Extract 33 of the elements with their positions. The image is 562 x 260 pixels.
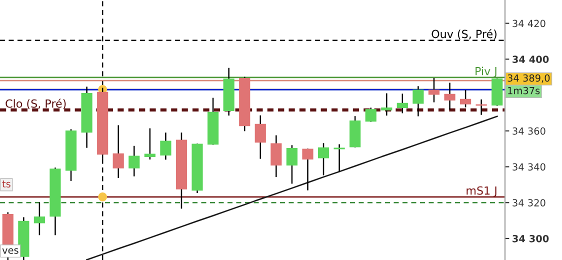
candlestick [334,144,345,172]
candlestick [254,115,266,159]
candlestick [34,202,45,236]
candlestick [112,125,124,178]
candlestick [302,148,314,190]
y-tick-label: 34 420 [512,20,546,28]
y-tick-label: 34 300 [512,234,549,242]
candlestick [396,94,408,114]
candlestick [428,78,440,102]
annotation: ts [2,180,10,188]
annotation: ves [2,248,18,254]
candlestick [412,86,424,116]
candlestick [381,93,392,116]
candlestick [460,90,472,108]
y-tick-label: 34 320 [512,199,546,206]
y-tick-label: 34 340 [512,163,546,171]
y-tick-label: 34 360 [512,127,546,135]
text: 34 389,0 [508,74,550,83]
candlestick [144,128,156,160]
ref-line-label: mS1 J [466,186,496,197]
ref-line-label: Piv J [476,66,496,78]
y-tick-label: 34 400 [512,56,549,64]
candlestick [318,143,330,176]
ref-line-label: Ouv (S, Pré) [432,29,496,40]
text: 1m37s [508,86,540,94]
candlestick [160,132,172,160]
candlestick [270,135,282,178]
candlestick [444,82,456,110]
candlestick [365,108,376,122]
candlestick [128,146,140,176]
candlestick [286,145,298,184]
ref-line-label: Clo (S, Pré) [6,98,66,110]
line-series [86,116,498,260]
